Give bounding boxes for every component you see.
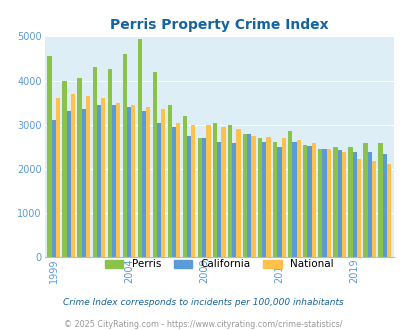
Bar [126,107,131,257]
Bar [167,105,172,257]
Bar [202,138,206,257]
Bar [303,145,307,257]
Bar [258,138,262,257]
Bar [352,152,356,257]
Bar [81,109,86,257]
Bar [176,122,180,257]
Bar [243,134,247,257]
Bar [273,143,277,257]
Bar [292,143,296,257]
Bar [341,152,345,257]
Bar [141,112,146,257]
Bar [371,161,375,257]
Bar [356,159,360,257]
Bar [71,94,75,257]
Bar [107,70,111,257]
Bar [251,136,255,257]
Bar [377,143,382,257]
Bar [182,116,187,257]
Bar [137,39,141,257]
Text: Crime Index corresponds to incidents per 100,000 inhabitants: Crime Index corresponds to incidents per… [62,298,343,307]
Bar [296,140,300,257]
Bar [347,147,352,257]
Bar [47,56,51,257]
Bar [232,143,236,257]
Bar [92,67,96,257]
Bar [221,127,225,257]
Bar [116,103,120,257]
Bar [206,125,210,257]
Bar [66,112,71,257]
Legend: Perris, California, National: Perris, California, National [100,255,337,274]
Bar [307,146,311,257]
Bar [157,122,161,257]
Bar [386,164,390,257]
Bar [62,81,66,257]
Bar [172,127,176,257]
Bar [337,150,341,257]
Bar [131,105,135,257]
Bar [326,148,330,257]
Bar [382,154,386,257]
Bar [77,78,81,257]
Bar [318,149,322,257]
Bar [262,143,266,257]
Bar [367,152,371,257]
Bar [187,136,191,257]
Bar [212,122,217,257]
Bar [277,147,281,257]
Bar [86,96,90,257]
Bar [55,98,60,257]
Bar [191,125,195,257]
Bar [217,143,221,257]
Bar [247,134,251,257]
Title: Perris Property Crime Index: Perris Property Crime Index [110,18,328,32]
Bar [288,131,292,257]
Bar [111,105,116,257]
Bar [228,125,232,257]
Bar [333,147,337,257]
Bar [362,143,367,257]
Bar [96,105,101,257]
Bar [51,120,55,257]
Bar [266,137,270,257]
Bar [281,138,285,257]
Bar [101,98,105,257]
Text: © 2025 CityRating.com - https://www.cityrating.com/crime-statistics/: © 2025 CityRating.com - https://www.city… [64,320,341,329]
Bar [322,148,326,257]
Bar [122,54,126,257]
Bar [146,107,150,257]
Bar [161,109,165,257]
Bar [152,72,157,257]
Bar [236,129,240,257]
Bar [197,138,202,257]
Bar [311,143,315,257]
